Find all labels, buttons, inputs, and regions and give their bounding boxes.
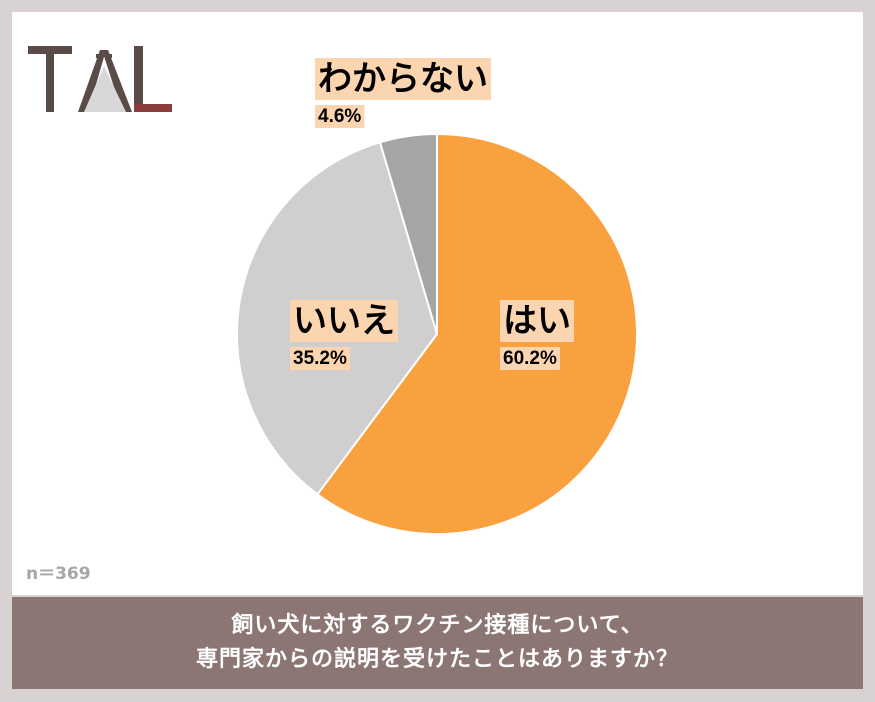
label-background	[500, 347, 560, 370]
slice-unknown	[378, 132, 438, 335]
slice-name-label: いいえ	[293, 301, 395, 341]
chart-frame: はい 60.2% いいえ 35.2% わからない 4.6% n＝369	[12, 12, 863, 595]
slice-name-label: はい	[503, 301, 571, 341]
label-background	[315, 58, 491, 100]
label-background	[290, 347, 350, 370]
caption-line-2: 専門家からの説明を受けたことはありますか？	[195, 647, 679, 672]
label-background	[290, 300, 398, 342]
slice-yes	[316, 132, 639, 535]
slice-name-label: わからない	[318, 59, 488, 99]
caption-line-1: 飼い犬に対するワクチン接種について、	[231, 613, 644, 638]
label-yes: はい 60.2%	[500, 300, 574, 370]
sample-size-label: n＝369	[26, 564, 91, 584]
chart-question-caption: 飼い犬に対するワクチン接種について、 専門家からの説明を受けたことはありますか？	[12, 597, 863, 689]
slice-percent-label: 35.2%	[293, 348, 347, 369]
slice-percent-label: 60.2%	[503, 348, 557, 369]
pie-chart: はい 60.2% いいえ 35.2% わからない 4.6%	[236, 58, 639, 535]
label-unknown: わからない 4.6%	[315, 58, 491, 128]
label-background	[315, 105, 365, 128]
slice-percent-label: 4.6%	[318, 106, 361, 127]
label-no: いいえ 35.2%	[290, 300, 398, 370]
tal-logo	[28, 46, 172, 112]
label-background	[500, 300, 574, 342]
